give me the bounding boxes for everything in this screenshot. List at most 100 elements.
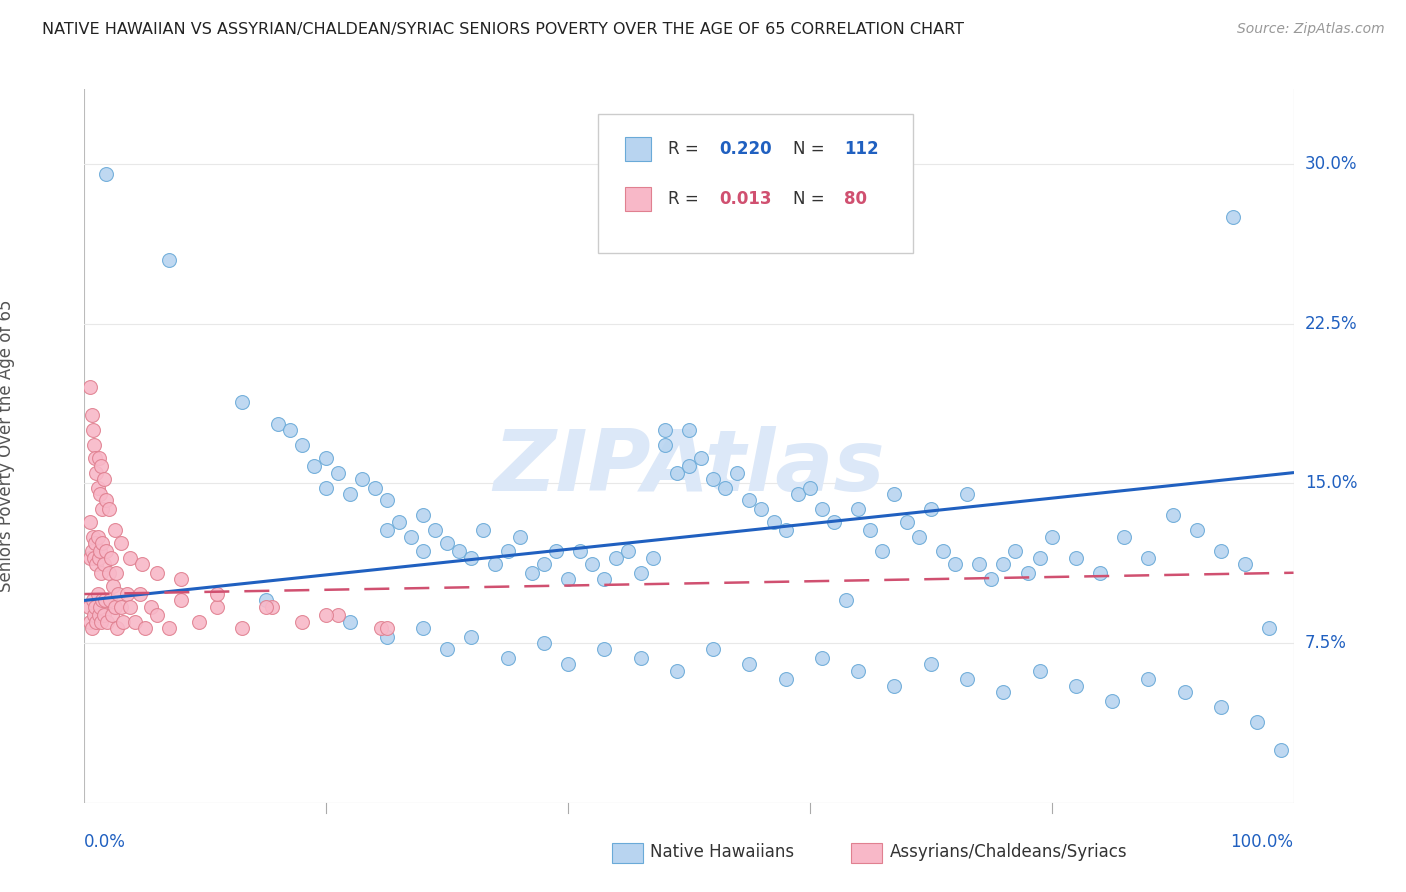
Point [751, 501, 773, 516]
Point [1270, 742, 1292, 756]
Point [1222, 210, 1244, 224]
Point [302, 459, 325, 474]
Point [1161, 508, 1184, 523]
Point [79, 615, 101, 629]
Point [207, 587, 229, 601]
Point [94, 493, 117, 508]
Text: 0.013: 0.013 [720, 190, 772, 208]
Point [1209, 700, 1232, 714]
Point [509, 529, 531, 543]
Point [496, 544, 519, 558]
Point [80, 408, 103, 422]
Point [1185, 523, 1208, 537]
Text: 112: 112 [844, 140, 879, 158]
Point [1040, 529, 1063, 543]
Point [544, 544, 567, 558]
Point [399, 529, 422, 543]
Text: R =: R = [668, 190, 704, 208]
Point [80, 621, 103, 635]
Point [1174, 685, 1197, 699]
Point [90, 566, 112, 580]
Text: N =: N = [793, 140, 830, 158]
Point [146, 566, 169, 580]
Text: 100.0%: 100.0% [1230, 833, 1294, 851]
Point [129, 587, 152, 601]
Point [328, 608, 350, 623]
Point [93, 472, 115, 486]
Point [254, 593, 277, 607]
Point [139, 599, 162, 614]
Point [84, 536, 107, 550]
Point [1064, 550, 1087, 565]
Point [104, 566, 127, 580]
Point [93, 608, 115, 623]
Point [846, 664, 869, 678]
Point [980, 572, 1002, 586]
Point [932, 544, 955, 558]
Point [120, 599, 142, 614]
Point [86, 529, 108, 543]
Point [94, 544, 117, 558]
Point [533, 636, 555, 650]
Point [896, 515, 918, 529]
Point [872, 544, 894, 558]
Point [83, 608, 105, 623]
Point [207, 599, 229, 614]
Point [79, 515, 101, 529]
Point [77, 599, 100, 614]
Text: 80: 80 [844, 190, 866, 208]
Point [775, 523, 797, 537]
Point [131, 558, 153, 572]
Point [124, 615, 146, 629]
Point [484, 558, 506, 572]
Point [496, 651, 519, 665]
Point [1088, 566, 1111, 580]
Point [943, 558, 966, 572]
Point [375, 630, 398, 644]
Point [115, 587, 138, 601]
Point [103, 578, 125, 592]
Point [1114, 529, 1136, 543]
Point [104, 523, 127, 537]
Point [412, 544, 434, 558]
Point [97, 501, 120, 516]
Text: 0.0%: 0.0% [84, 833, 127, 851]
Point [94, 168, 117, 182]
Point [472, 523, 495, 537]
Point [86, 615, 108, 629]
Point [956, 672, 979, 686]
Point [762, 515, 785, 529]
Point [738, 657, 761, 672]
Point [1246, 714, 1268, 729]
Point [157, 252, 180, 267]
Point [460, 550, 482, 565]
Point [967, 558, 990, 572]
Text: NATIVE HAWAIIAN VS ASSYRIAN/CHALDEAN/SYRIAC SENIORS POVERTY OVER THE AGE OF 65 C: NATIVE HAWAIIAN VS ASSYRIAN/CHALDEAN/SYR… [42, 22, 965, 37]
Text: Source: ZipAtlas.com: Source: ZipAtlas.com [1237, 22, 1385, 37]
Point [82, 593, 104, 607]
Text: 22.5%: 22.5% [1305, 315, 1357, 333]
Point [835, 593, 858, 607]
Point [654, 423, 676, 437]
Point [581, 558, 603, 572]
Point [86, 587, 108, 601]
Point [110, 599, 132, 614]
Point [110, 536, 132, 550]
Point [146, 608, 169, 623]
Point [557, 572, 579, 586]
Point [104, 599, 127, 614]
Text: 0.220: 0.220 [720, 140, 772, 158]
Text: Seniors Poverty Over the Age of 65: Seniors Poverty Over the Age of 65 [0, 300, 15, 592]
Point [883, 487, 905, 501]
Point [86, 558, 108, 572]
Point [436, 536, 458, 550]
Point [436, 642, 458, 657]
Point [1234, 558, 1257, 572]
Point [170, 593, 193, 607]
Point [82, 423, 104, 437]
Point [86, 466, 108, 480]
Point [93, 558, 115, 572]
Point [254, 599, 277, 614]
Point [231, 395, 253, 409]
Point [907, 529, 929, 543]
